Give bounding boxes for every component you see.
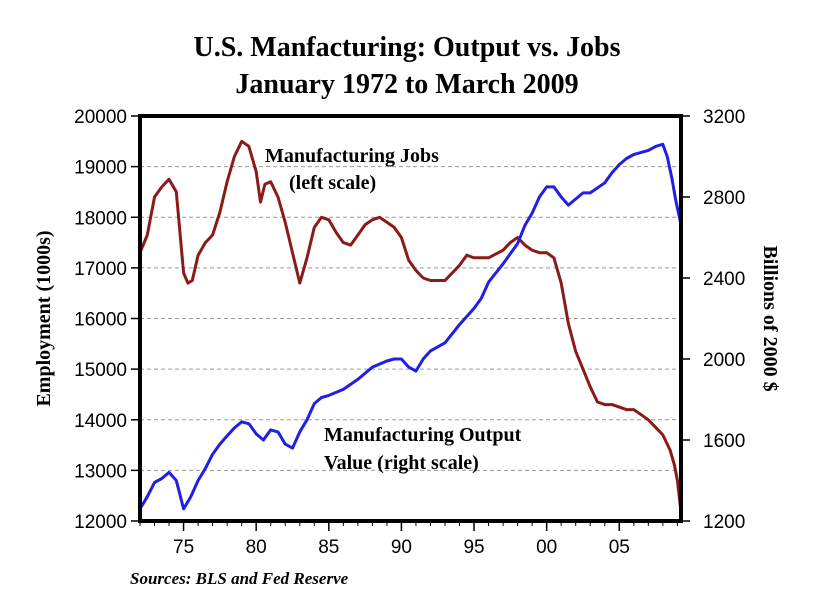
annotation-jobs-title: Manufacturing Jobs <box>265 145 439 167</box>
left-tick-label: 15000 <box>74 360 127 381</box>
gridlines <box>140 166 681 471</box>
left-tick-label: 18000 <box>74 208 127 229</box>
right-tick-label: 3200 <box>703 107 745 128</box>
left-tick-label: 17000 <box>74 259 127 280</box>
axis-ticks <box>131 115 690 531</box>
annotation-output-scale: Value (right scale) <box>324 452 479 474</box>
series-line-output <box>138 142 682 511</box>
right-tick-label: 2000 <box>703 350 745 371</box>
annotation-jobs-scale: (left scale) <box>289 172 376 194</box>
x-tick-label: 95 <box>463 537 484 558</box>
x-tick-label: 75 <box>173 537 194 558</box>
left-tick-label: 19000 <box>74 158 127 179</box>
y-axis-label-left: Employment (1000s) <box>33 230 55 406</box>
source-note: Sources: BLS and Fed Reserve <box>130 569 349 588</box>
left-tick-label: 20000 <box>74 107 127 128</box>
annotation-output-title: Manufacturing Output <box>324 424 522 446</box>
left-tick-label: 13000 <box>74 461 127 482</box>
y-axis-label-right: Billions of 2000 $ <box>759 245 781 391</box>
x-tick-label: 05 <box>609 537 630 558</box>
series-line-jobs <box>138 139 682 508</box>
x-tick-label: 00 <box>536 537 557 558</box>
series-group <box>138 139 682 511</box>
x-tick-label: 85 <box>318 537 339 558</box>
x-tick-label: 80 <box>246 537 267 558</box>
left-tick-label: 16000 <box>74 310 127 331</box>
chart-title-line1: U.S. Manfacturing: Output vs. Jobs <box>193 32 621 63</box>
left-tick-label: 14000 <box>74 411 127 432</box>
left-tick-label: 12000 <box>74 512 127 533</box>
right-tick-label: 2800 <box>703 188 745 209</box>
chart-title-line2: January 1972 to March 2009 <box>235 69 579 100</box>
right-tick-label: 1200 <box>703 512 745 533</box>
right-tick-label: 1600 <box>703 431 745 452</box>
right-tick-label: 2400 <box>703 269 745 290</box>
x-tick-label: 90 <box>391 537 412 558</box>
tick-labels: 12000 13000 14000 15000 16000 17000 18000 19000… <box>74 107 745 558</box>
